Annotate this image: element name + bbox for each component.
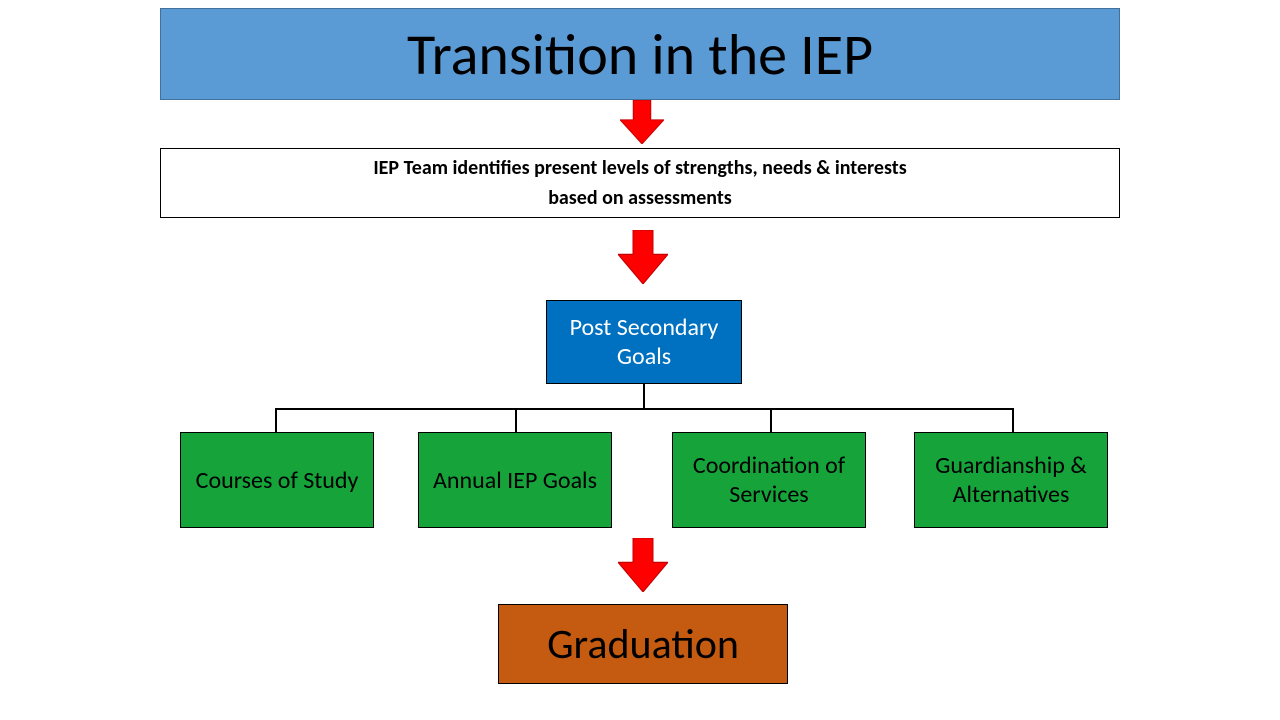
connector-line: [1012, 408, 1014, 432]
connector-line: [515, 408, 517, 432]
title-box: Transition in the IEP: [160, 8, 1120, 100]
assessment-line1: IEP Team identifies present levels of st…: [161, 156, 1119, 180]
arrow-down-icon: [618, 230, 668, 284]
assessment-line2: based on assessments: [161, 186, 1119, 210]
graduation-label: Graduation: [547, 619, 739, 670]
goals-label: Post Secondary Goals: [547, 313, 741, 371]
sub-goal-label: Coordination of Services: [673, 451, 865, 509]
arrow-down-icon: [618, 538, 668, 592]
connector-line: [643, 384, 645, 408]
sub-goal-box: Annual IEP Goals: [418, 432, 612, 528]
sub-goal-label: Guardianship & Alternatives: [915, 451, 1107, 509]
post-secondary-goals-box: Post Secondary Goals: [546, 300, 742, 384]
sub-goal-box: Guardianship & Alternatives: [914, 432, 1108, 528]
sub-goal-box: Coordination of Services: [672, 432, 866, 528]
connector-line: [770, 408, 772, 432]
sub-goal-label: Annual IEP Goals: [425, 466, 605, 495]
title-label: Transition in the IEP: [407, 19, 873, 90]
sub-goal-label: Courses of Study: [188, 466, 367, 495]
assessment-box: IEP Team identifies present levels of st…: [160, 148, 1120, 218]
arrow-down-icon: [620, 100, 664, 144]
sub-goal-box: Courses of Study: [180, 432, 374, 528]
connector-line: [275, 408, 1013, 410]
graduation-box: Graduation: [498, 604, 788, 684]
connector-line: [275, 408, 277, 432]
